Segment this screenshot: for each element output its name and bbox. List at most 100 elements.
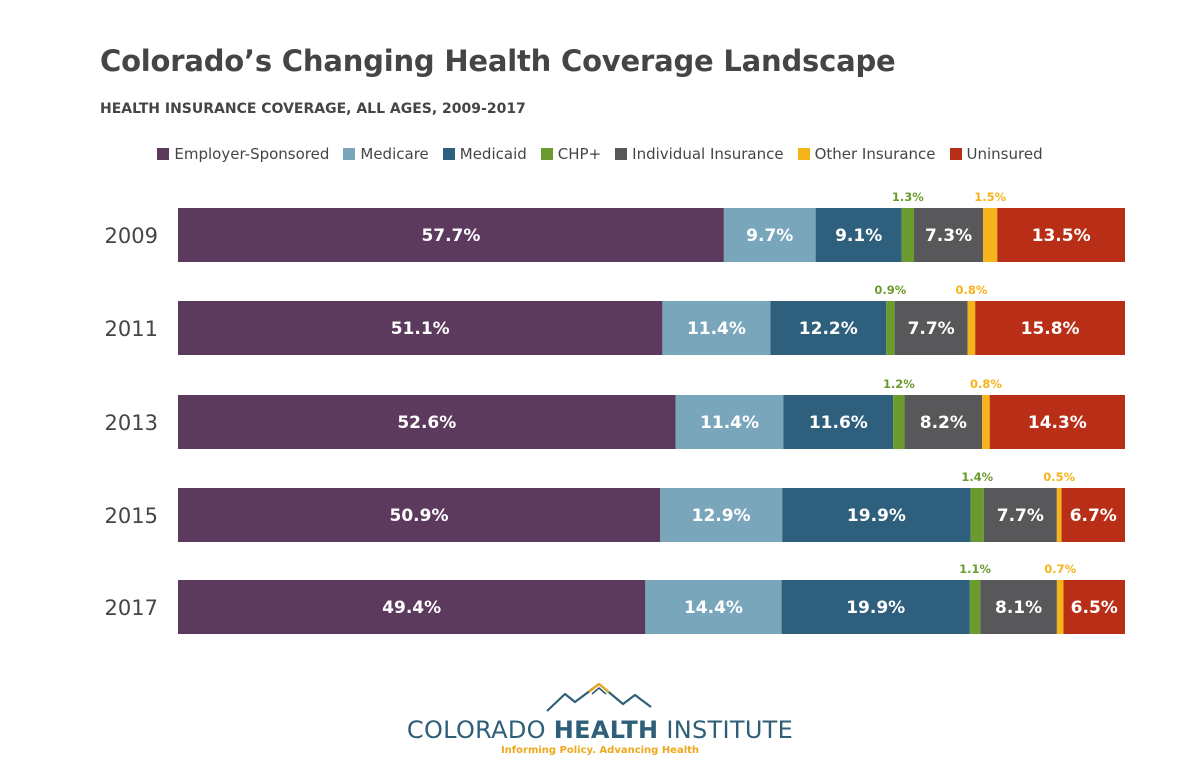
legend-item-chp: CHP+ bbox=[540, 145, 602, 163]
data-label-other-2011: 0.8% bbox=[955, 283, 987, 297]
bar-individual-2017 bbox=[980, 580, 1057, 634]
stacked-bar-chart: 2009 57.7% 9.7% 9.1% 1.3% 7.3% 1.5% 13.5% 2011 51… bbox=[105, 190, 1125, 634]
bar-employer-2011 bbox=[178, 301, 663, 355]
data-label-other-2013: 0.8% bbox=[970, 377, 1002, 391]
bar-chp-2015 bbox=[970, 488, 984, 542]
legend-item-employer: Employer-Sponsored bbox=[157, 145, 329, 163]
bar-medicaid-2011 bbox=[770, 301, 887, 355]
data-label-employer-2015: 50.9% bbox=[390, 506, 449, 526]
data-label-chp-2017: 1.1% bbox=[959, 562, 991, 576]
legend-label-uninsured: Uninsured bbox=[966, 145, 1043, 163]
legend-label-chp: CHP+ bbox=[557, 145, 602, 163]
data-label-chp-2015: 1.4% bbox=[961, 470, 993, 484]
data-label-uninsured-2017: 6.5% bbox=[1071, 598, 1118, 618]
chart-legend: Employer-Sponsored Medicare Medicaid CHP+ In… bbox=[0, 145, 1200, 163]
bar-medicaid-2017 bbox=[781, 580, 970, 634]
data-label-individual-2017: 8.1% bbox=[995, 598, 1042, 618]
legend-swatch-employer bbox=[157, 148, 170, 160]
bar-other-2009 bbox=[983, 208, 998, 262]
data-label-employer-2009: 57.7% bbox=[421, 226, 480, 246]
data-label-medicaid-2013: 11.6% bbox=[809, 413, 868, 433]
chart-subtitle: HEALTH INSURANCE COVERAGE, ALL AGES, 200… bbox=[100, 101, 526, 117]
legend-item-uninsured: Uninsured bbox=[949, 145, 1043, 163]
data-label-employer-2017: 49.4% bbox=[382, 598, 441, 618]
bar-uninsured-2017 bbox=[1063, 580, 1125, 634]
data-label-other-2009: 1.5% bbox=[974, 190, 1006, 204]
bar-chp-2017 bbox=[969, 580, 981, 634]
bar-individual-2009 bbox=[914, 208, 984, 262]
legend-swatch-other bbox=[797, 148, 810, 160]
bar-employer-2015 bbox=[178, 488, 661, 542]
data-label-chp-2013: 1.2% bbox=[883, 377, 915, 391]
legend-swatch-medicaid bbox=[442, 148, 455, 160]
bar-chp-2013 bbox=[893, 395, 905, 449]
bar-medicaid-2013 bbox=[783, 395, 894, 449]
bar-chp-2009 bbox=[901, 208, 915, 262]
bar-employer-2013 bbox=[178, 395, 676, 449]
data-label-medicaid-2009: 9.1% bbox=[835, 226, 882, 246]
data-label-medicare-2009: 9.7% bbox=[746, 226, 793, 246]
bar-uninsured-2011 bbox=[975, 301, 1125, 355]
legend-item-medicaid: Medicaid bbox=[442, 145, 527, 163]
bar-employer-2009 bbox=[178, 208, 724, 262]
bar-other-2011 bbox=[967, 301, 976, 355]
bar-medicare-2009 bbox=[723, 208, 816, 262]
bar-medicaid-2009 bbox=[815, 208, 902, 262]
data-label-uninsured-2013: 14.3% bbox=[1028, 413, 1087, 433]
category-label-2017: 2017 bbox=[105, 596, 158, 620]
legend-swatch-uninsured bbox=[949, 148, 962, 160]
data-label-uninsured-2011: 15.8% bbox=[1021, 319, 1080, 339]
legend-item-medicare: Medicare bbox=[343, 145, 429, 163]
bar-medicaid-2015 bbox=[782, 488, 971, 542]
data-label-employer-2011: 51.1% bbox=[391, 319, 450, 339]
legend-label-medicare: Medicare bbox=[360, 145, 429, 163]
bar-individual-2015 bbox=[983, 488, 1057, 542]
legend-label-medicaid: Medicaid bbox=[459, 145, 527, 163]
legend-label-employer: Employer-Sponsored bbox=[174, 145, 330, 163]
data-label-medicare-2013: 11.4% bbox=[700, 413, 759, 433]
bar-medicare-2015 bbox=[660, 488, 783, 542]
legend-label-other: Other Insurance bbox=[814, 145, 936, 163]
data-label-employer-2013: 52.6% bbox=[397, 413, 456, 433]
data-label-uninsured-2015: 6.7% bbox=[1070, 506, 1117, 526]
bar-other-2013 bbox=[982, 395, 990, 449]
data-label-medicaid-2011: 12.2% bbox=[799, 319, 858, 339]
data-label-chp-2011: 0.9% bbox=[874, 283, 906, 297]
legend-label-individual: Individual Insurance bbox=[632, 145, 784, 163]
category-label-2013: 2013 bbox=[105, 411, 158, 435]
bar-individual-2011 bbox=[894, 301, 968, 355]
bar-other-2015 bbox=[1056, 488, 1062, 542]
organization-logo: COLORADO HEALTH INSTITUTE Informing Poli… bbox=[0, 680, 1200, 756]
category-label-2009: 2009 bbox=[105, 224, 158, 248]
data-label-medicare-2011: 11.4% bbox=[687, 319, 746, 339]
data-label-medicare-2015: 12.9% bbox=[692, 506, 751, 526]
category-label-2011: 2011 bbox=[105, 317, 158, 341]
bar-medicare-2017 bbox=[645, 580, 782, 634]
data-label-medicare-2017: 14.4% bbox=[684, 598, 743, 618]
data-label-medicaid-2015: 19.9% bbox=[847, 506, 906, 526]
legend-item-individual: Individual Insurance bbox=[615, 145, 784, 163]
legend-swatch-chp bbox=[540, 148, 553, 160]
logo-wordmark: COLORADO HEALTH INSTITUTE bbox=[406, 716, 794, 744]
bar-uninsured-2015 bbox=[1061, 488, 1125, 542]
bar-employer-2017 bbox=[178, 580, 646, 634]
data-label-other-2017: 0.7% bbox=[1044, 562, 1076, 576]
data-label-medicaid-2017: 19.9% bbox=[846, 598, 905, 618]
bar-other-2017 bbox=[1056, 580, 1064, 634]
data-label-individual-2013: 8.2% bbox=[920, 413, 967, 433]
bar-chp-2011 bbox=[886, 301, 895, 355]
data-label-individual-2009: 7.3% bbox=[925, 226, 972, 246]
mountain-logo-icon bbox=[546, 682, 652, 712]
data-label-uninsured-2009: 13.5% bbox=[1032, 226, 1091, 246]
chart-title: Colorado’s Changing Health Coverage Land… bbox=[100, 44, 896, 78]
data-label-individual-2015: 7.7% bbox=[997, 506, 1044, 526]
legend-item-other: Other Insurance bbox=[797, 145, 936, 163]
category-label-2015: 2015 bbox=[105, 504, 158, 528]
bar-individual-2013 bbox=[904, 395, 983, 449]
legend-swatch-medicare bbox=[343, 148, 356, 160]
bar-medicare-2013 bbox=[675, 395, 784, 449]
bar-medicare-2011 bbox=[662, 301, 771, 355]
data-label-chp-2009: 1.3% bbox=[892, 190, 924, 204]
legend-swatch-individual bbox=[615, 148, 628, 160]
